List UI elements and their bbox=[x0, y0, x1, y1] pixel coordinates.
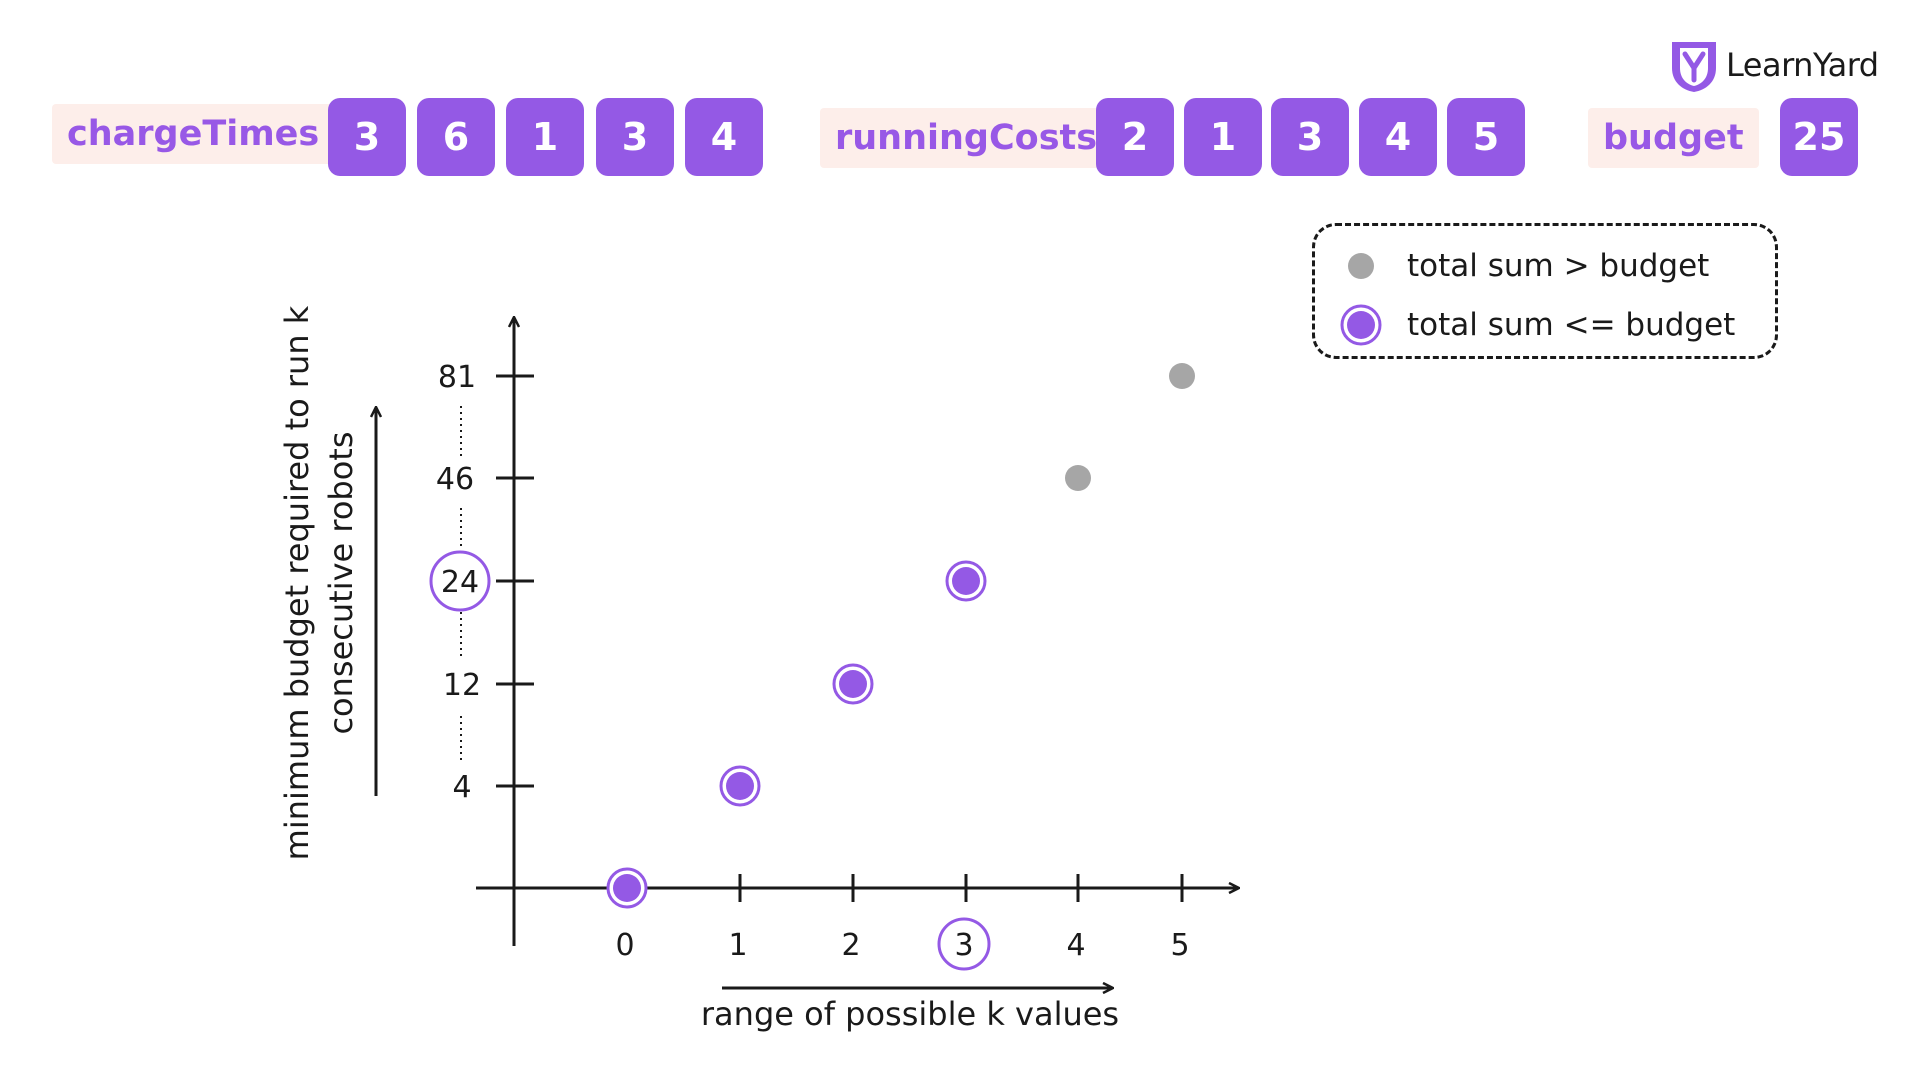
charge-times-label: chargeTimes bbox=[52, 104, 335, 164]
y-tick-label: 24 bbox=[441, 565, 479, 600]
data-point-over-budget bbox=[1065, 465, 1091, 491]
legend-item-within-budget: total sum <= budget bbox=[1315, 304, 1775, 346]
y-tick-label: 12 bbox=[443, 668, 481, 703]
x-tick-label: 0 bbox=[615, 928, 634, 963]
learnyard-logo-text: LearnYard bbox=[1726, 46, 1879, 84]
legend: total sum > budget total sum <= budget bbox=[1312, 223, 1778, 359]
data-point-within-budget bbox=[606, 867, 648, 909]
learnyard-logo: LearnYard bbox=[1668, 38, 1888, 98]
x-tick-label: 4 bbox=[1066, 928, 1085, 963]
x-tick-label: 3 bbox=[954, 928, 973, 963]
x-tick-label: 5 bbox=[1170, 928, 1189, 963]
running-costs-cell: 1 bbox=[1184, 98, 1262, 176]
charge-times-cell: 4 bbox=[685, 98, 763, 176]
charge-times-cell: 1 bbox=[506, 98, 584, 176]
y-axis-label-line-1: minimum budget required to run k bbox=[278, 305, 316, 860]
gray-dot-icon bbox=[1348, 253, 1374, 279]
budget-value-cell: 25 bbox=[1780, 98, 1858, 176]
running-costs-cell: 2 bbox=[1096, 98, 1174, 176]
y-axis-label-line-2: consecutive robots bbox=[322, 431, 360, 734]
charge-times-cell: 3 bbox=[596, 98, 674, 176]
learnyard-logo-icon bbox=[1672, 42, 1716, 92]
x-tick-label: 2 bbox=[841, 928, 860, 963]
data-point-within-budget bbox=[945, 560, 987, 602]
y-tick-highlight-ring bbox=[429, 550, 491, 612]
running-costs-cell: 5 bbox=[1447, 98, 1525, 176]
running-costs-cell: 4 bbox=[1359, 98, 1437, 176]
charge-times-cell: 3 bbox=[328, 98, 406, 176]
x-axis-label: range of possible k values bbox=[701, 995, 1119, 1033]
legend-item-over-budget: total sum > budget bbox=[1315, 246, 1775, 286]
running-costs-cell: 3 bbox=[1271, 98, 1349, 176]
legend-within-budget-text: total sum <= budget bbox=[1407, 307, 1736, 343]
purple-ring-dot-icon bbox=[1340, 304, 1382, 346]
y-tick-label: 4 bbox=[452, 770, 471, 805]
data-point-over-budget bbox=[1169, 363, 1195, 389]
data-point-within-budget bbox=[832, 663, 874, 705]
x-tick-label: 1 bbox=[728, 928, 747, 963]
y-tick-label: 46 bbox=[436, 462, 474, 497]
budget-label: budget bbox=[1588, 108, 1759, 168]
x-tick-highlight-ring bbox=[937, 917, 991, 971]
running-costs-label: runningCosts bbox=[820, 108, 1113, 168]
charge-times-cell: 6 bbox=[417, 98, 495, 176]
data-point-within-budget bbox=[719, 765, 761, 807]
y-tick-label: 81 bbox=[438, 360, 476, 395]
legend-over-budget-text: total sum > budget bbox=[1407, 248, 1710, 284]
